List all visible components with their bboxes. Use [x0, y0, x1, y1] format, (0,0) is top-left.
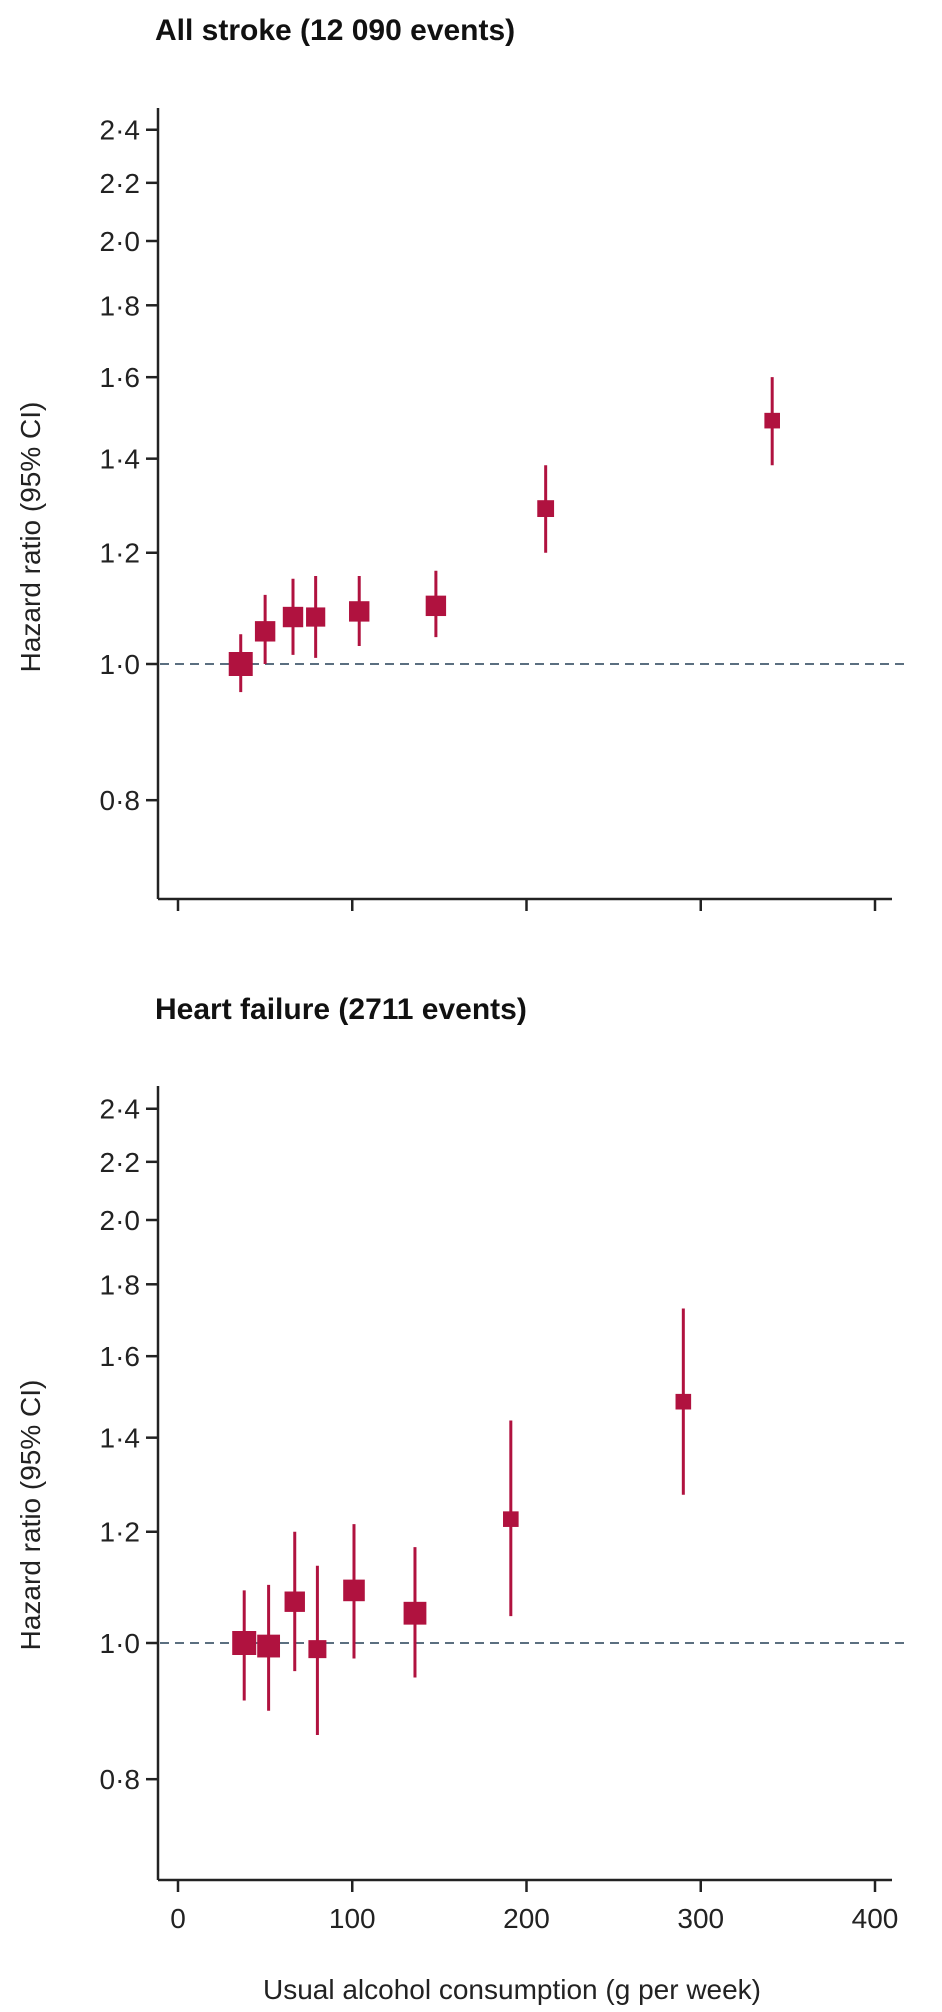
hazard-ratio-marker — [425, 595, 447, 617]
x-tick-label: 200 — [503, 1903, 550, 1934]
hazard-ratio-marker — [228, 652, 253, 676]
data-points — [228, 377, 780, 693]
y-tick-label: 1·8 — [100, 1269, 140, 1300]
panel-title: Heart failure (2711 events) — [155, 993, 527, 1026]
x-tick-label: 400 — [852, 1903, 899, 1934]
x-axis-title: Usual alcohol consumption (g per week) — [263, 1974, 761, 2005]
panel-title: All stroke (12 090 events) — [155, 14, 515, 47]
x-tick-label: 300 — [677, 1903, 724, 1934]
y-tick-label: 1·4 — [100, 1423, 140, 1454]
data-points — [232, 1308, 692, 1736]
y-tick-label: 1·8 — [100, 290, 140, 321]
hazard-ratio-marker — [254, 621, 276, 642]
y-axis-title: Hazard ratio (95% CI) — [15, 1380, 46, 1651]
hazard-ratio-marker — [503, 1511, 519, 1527]
y-tick-label: 1·2 — [100, 538, 140, 569]
y-tick-label: 1·0 — [100, 1628, 140, 1659]
hazard-ratio-marker — [284, 1591, 305, 1612]
y-ticks: 0·8 1·0 1·2 1·4 1·6 1·8 2·0 2·2 2·4 — [100, 1094, 158, 1795]
hazard-ratio-marker — [349, 601, 370, 622]
all-stroke-panel: All stroke (12 090 events) Hazard ratio … — [15, 14, 905, 911]
y-tick-label: 0·8 — [100, 785, 140, 816]
hazard-ratio-marker — [306, 607, 326, 627]
y-axis-title: Hazard ratio (95% CI) — [15, 402, 46, 673]
y-ticks: 0·8 1·0 1·2 1·4 1·6 1·8 2·0 2·2 2·4 — [100, 115, 158, 816]
hazard-ratio-marker — [403, 1601, 427, 1625]
x-tick-label: 0 — [170, 1903, 186, 1934]
y-tick-label: 2·2 — [100, 168, 140, 199]
hazard-ratio-marker — [764, 412, 780, 429]
hazard-ratio-marker — [282, 606, 304, 628]
y-tick-label: 1·2 — [100, 1517, 140, 1548]
y-tick-label: 2·4 — [100, 1094, 140, 1125]
y-tick-label: 2·0 — [100, 226, 140, 257]
heart-failure-panel: Heart failure (2711 events) Hazard ratio… — [15, 993, 905, 2005]
hazard-ratio-marker — [257, 1634, 281, 1658]
y-tick-label: 1·4 — [100, 444, 140, 475]
hazard-ratio-marker — [675, 1393, 692, 1410]
x-tick-label: 100 — [329, 1903, 376, 1934]
y-tick-label: 1·0 — [100, 649, 140, 680]
x-ticks — [176, 899, 877, 911]
y-tick-label: 2·2 — [100, 1147, 140, 1178]
y-tick-label: 1·6 — [100, 1341, 140, 1372]
y-tick-label: 1·6 — [100, 362, 140, 393]
hazard-ratio-marker — [343, 1579, 365, 1602]
y-tick-label: 2·4 — [100, 115, 140, 146]
y-tick-label: 2·0 — [100, 1205, 140, 1236]
hazard-ratio-marker — [537, 500, 555, 518]
x-ticks: 0 100 200 300 400 — [170, 1880, 898, 1934]
y-tick-label: 0·8 — [100, 1764, 140, 1795]
hazard-ratio-marker — [308, 1640, 327, 1659]
hazard-ratio-marker — [232, 1631, 257, 1655]
